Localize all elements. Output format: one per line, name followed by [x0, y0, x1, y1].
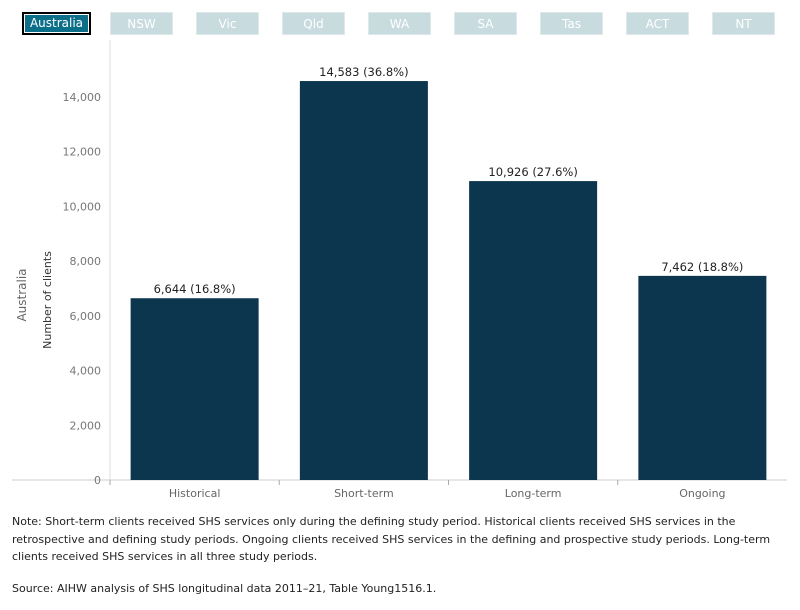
y-tick-label: 12,000	[63, 146, 102, 159]
chart-source: Source: AIHW analysis of SHS longitudina…	[12, 582, 437, 595]
x-tick-label: Long-term	[505, 487, 562, 500]
filter-button-qld[interactable]: Qld	[282, 12, 345, 35]
filter-button-sa[interactable]: SA	[454, 12, 517, 35]
filter-button-nsw[interactable]: NSW	[110, 12, 173, 35]
data-label: 6,644 (16.8%)	[154, 282, 236, 296]
filter-button-tas[interactable]: Tas	[540, 12, 603, 35]
bar-chart: 0 2,000 4,000 6,000 8,000 10,000 12,000 14,000 6…	[12, 40, 787, 500]
data-label: 7,462 (18.8%)	[661, 260, 743, 274]
x-tick-label: Short-term	[334, 487, 394, 500]
bar-long-term[interactable]	[469, 181, 598, 480]
row-label: Australia	[15, 268, 29, 321]
data-label: 10,926 (27.6%)	[488, 165, 577, 179]
y-axis-title: Number of clients	[41, 251, 54, 349]
filter-button-wa[interactable]: WA	[368, 12, 431, 35]
x-tick-label: Ongoing	[679, 487, 725, 500]
filter-button-australia[interactable]: Australia	[22, 12, 91, 35]
y-tick-label: 8,000	[70, 255, 102, 268]
chart-note: Note: Short-term clients received SHS se…	[12, 515, 771, 563]
bar-ongoing[interactable]	[638, 275, 767, 480]
filter-button-act[interactable]: ACT	[626, 12, 689, 35]
y-tick-label: 0	[94, 474, 101, 487]
bar-historical[interactable]	[130, 298, 259, 480]
filter-button-vic[interactable]: Vic	[196, 12, 259, 35]
y-tick-label: 4,000	[70, 365, 102, 378]
x-tick-label: Historical	[169, 487, 221, 500]
y-tick-label: 14,000	[63, 91, 102, 104]
filter-button-nt[interactable]: NT	[712, 12, 775, 35]
y-tick-label: 6,000	[70, 310, 102, 323]
data-label: 14,583 (36.8%)	[319, 65, 408, 79]
bar-short-term[interactable]	[299, 81, 428, 480]
y-tick-label: 2,000	[70, 419, 102, 432]
y-tick-label: 10,000	[63, 200, 102, 213]
